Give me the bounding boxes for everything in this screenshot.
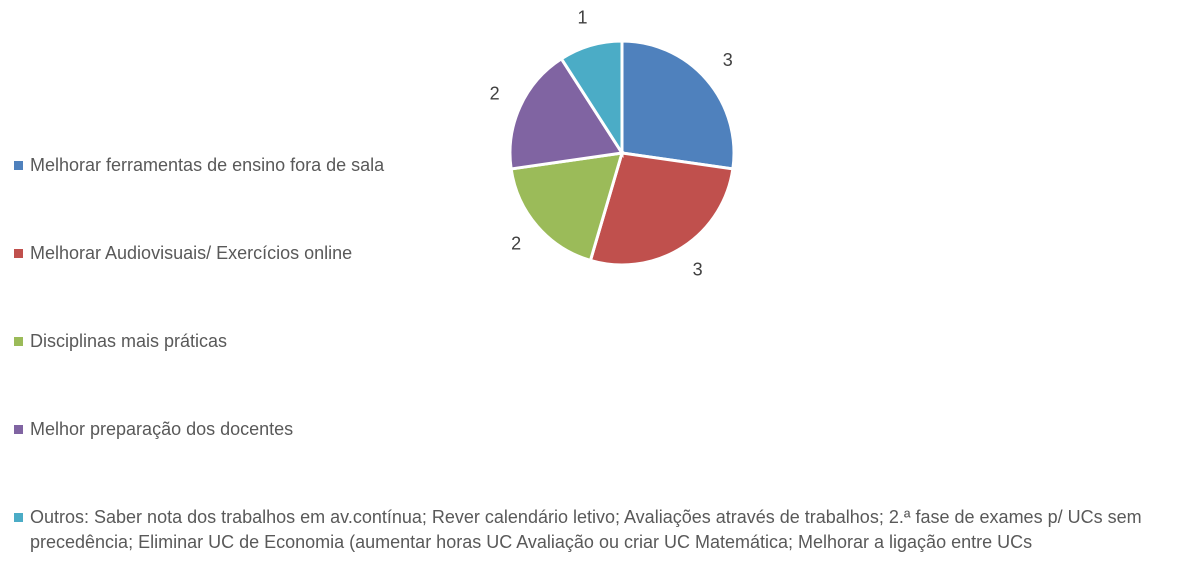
legend-swatch: [14, 161, 23, 170]
pie-slice: [508, 56, 625, 171]
legend-item: Melhorar ferramentas de ensino fora de s…: [14, 153, 1164, 178]
data-label: 3: [723, 50, 733, 70]
legend-item: Disciplinas mais práticas: [14, 329, 1164, 354]
pie-slice: [559, 39, 624, 159]
pie-slice: [620, 39, 736, 171]
legend-swatch: [14, 337, 23, 346]
pie-slice: [588, 151, 735, 267]
legend-label: Melhorar ferramentas de ensino fora de s…: [30, 155, 385, 175]
pie-slice: [509, 151, 625, 263]
legend-swatch: [14, 513, 23, 522]
data-label: 3: [693, 260, 703, 280]
legend-label: Melhor preparação dos docentes: [30, 419, 294, 439]
legend-item: Outros: Saber nota dos trabalhos em av.c…: [14, 505, 1164, 555]
legend-label: Melhorar Audiovisuais/ Exercícios online: [30, 243, 353, 263]
legend-item: Melhor preparação dos docentes: [14, 417, 1164, 442]
legend-swatch: [14, 425, 23, 434]
data-label: 2: [511, 233, 521, 253]
legend-label: Disciplinas mais práticas: [30, 331, 228, 351]
data-label: 1: [578, 7, 588, 27]
data-label: 2: [490, 84, 500, 104]
legend-label: Outros: Saber nota dos trabalhos em av.c…: [30, 507, 1142, 552]
legend-item: Melhorar Audiovisuais/ Exercícios online: [14, 241, 1164, 266]
legend-swatch: [14, 249, 23, 258]
